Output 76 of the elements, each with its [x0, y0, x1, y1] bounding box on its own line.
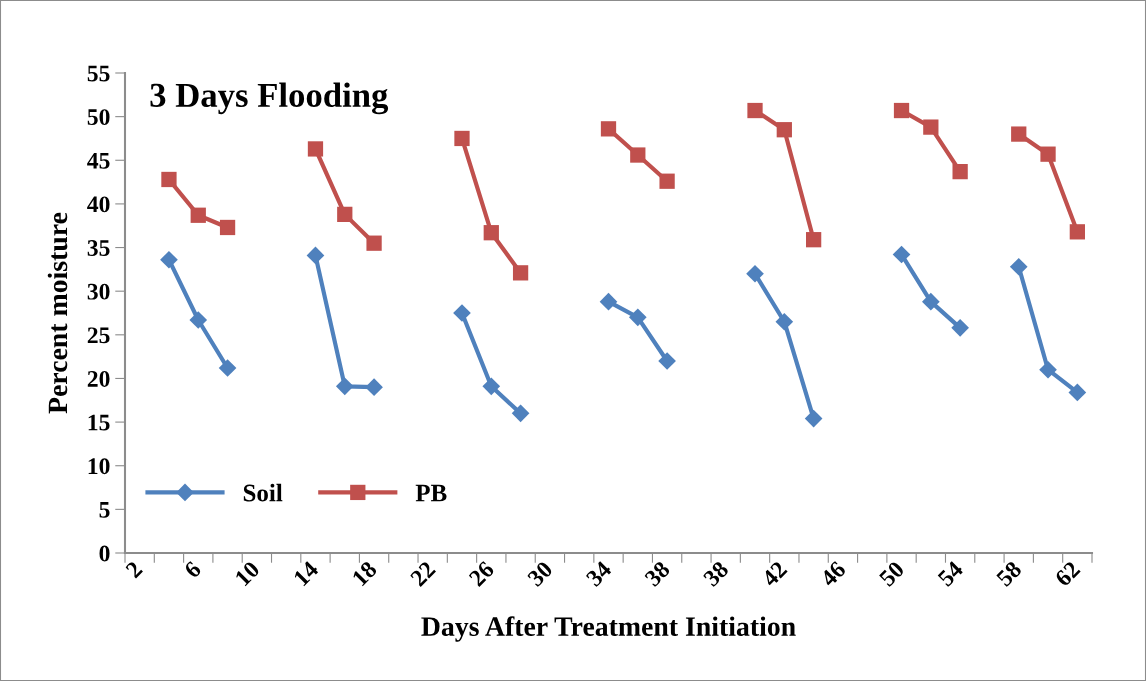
point: [218, 359, 237, 377]
x-tick-label: 42: [760, 560, 788, 588]
point: [1069, 224, 1085, 240]
x-tick-label: 14: [293, 560, 320, 587]
point: [951, 319, 969, 337]
x-tick-label: 50: [878, 560, 906, 588]
point: [893, 102, 910, 119]
point: [482, 377, 501, 396]
y-tick-label: 45: [87, 152, 110, 169]
x-tick-label: 30: [526, 560, 554, 588]
point: [189, 311, 208, 329]
x-axis-title: Days After Treatment Initiation: [421, 616, 796, 642]
point: [483, 225, 499, 241]
x-tick-label: 10: [234, 560, 261, 587]
x-tick-label: 22: [409, 560, 436, 587]
point: [454, 130, 470, 147]
chart-title: 3 Days Flooding: [150, 82, 389, 115]
y-tick-label: 30: [87, 283, 110, 300]
point: [512, 265, 529, 281]
x-tick-label: 26: [468, 560, 495, 588]
point: [306, 246, 325, 265]
point: [892, 245, 911, 264]
x-tick-label: 38: [643, 560, 671, 588]
point: [804, 409, 823, 428]
y-tick-label: 20: [87, 370, 110, 387]
y-tick-label: 0: [99, 545, 110, 562]
y-tick-label: 55: [87, 65, 110, 82]
y-tick-label: 10: [88, 458, 110, 475]
point: [923, 119, 939, 135]
y-tick-label: 40: [87, 196, 110, 213]
y-tick-label: 15: [88, 414, 110, 431]
point: [160, 250, 178, 269]
point: [453, 304, 471, 322]
x-tick-label: 18: [351, 560, 378, 587]
y-tick-label: 25: [87, 327, 110, 344]
x-tick-label: 34: [585, 560, 613, 588]
point: [599, 292, 618, 311]
x-tick-label: 38: [702, 560, 730, 588]
point: [630, 147, 646, 163]
point: [190, 207, 206, 223]
point: [366, 235, 382, 251]
y-tick-label: 50: [87, 109, 110, 126]
point: [658, 352, 676, 370]
point: [805, 232, 822, 248]
point: [1039, 360, 1057, 379]
point: [307, 141, 324, 157]
legend-label: Soil: [243, 483, 283, 502]
point: [628, 308, 647, 327]
x-tick-label: 46: [819, 560, 847, 588]
legend-label: PB: [415, 484, 447, 502]
point: [775, 312, 794, 331]
point: [659, 173, 675, 189]
point: [161, 171, 177, 188]
point: [776, 122, 792, 138]
point: [365, 378, 383, 397]
point: [747, 102, 763, 119]
point: [1011, 126, 1027, 142]
point: [952, 163, 968, 180]
point: [600, 121, 617, 137]
y-axis-title: Percent moisture: [47, 212, 68, 414]
x-tick-label: 62: [1054, 560, 1081, 588]
point: [511, 404, 530, 423]
point: [921, 292, 940, 311]
point: [337, 206, 353, 223]
point: [335, 377, 354, 396]
point: [219, 219, 236, 236]
x-tick-label: 58: [995, 560, 1023, 588]
point: [1040, 146, 1056, 162]
x-tick-label: 54: [937, 560, 965, 588]
y-tick-label: 5: [99, 502, 110, 518]
x-tick-label: 2: [124, 560, 143, 579]
x-tick-label: 6: [183, 560, 202, 579]
y-tick-label: 35: [87, 240, 110, 256]
point: [1068, 383, 1087, 402]
point: [746, 264, 764, 283]
point: [1009, 257, 1028, 276]
